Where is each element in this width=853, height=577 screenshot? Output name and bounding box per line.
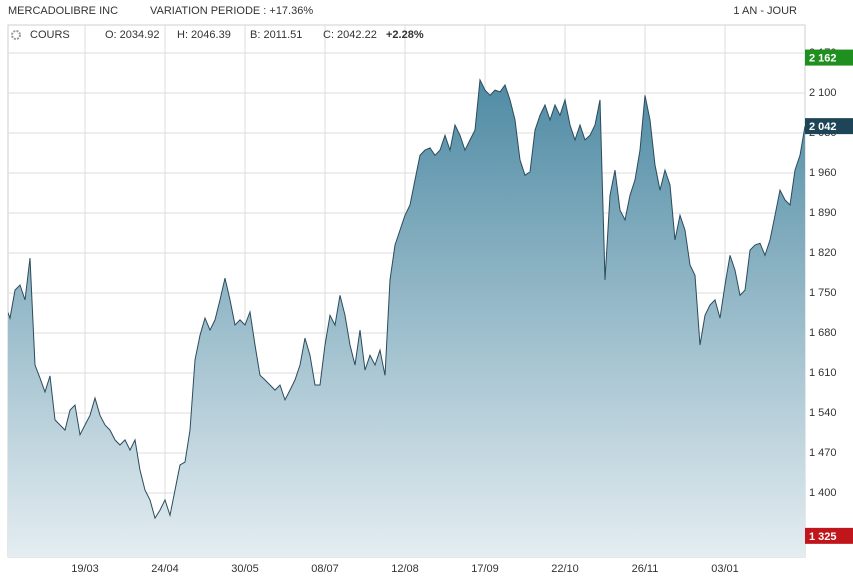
price-marker-label: 2 042 [809,121,837,133]
stat-open: O: 2034.92 [105,29,159,41]
stat-low: B: 2011.51 [250,29,302,41]
x-tick-label: 24/04 [151,563,179,575]
y-tick-label: 1 820 [809,247,837,259]
y-tick-label: 1 400 [809,487,837,499]
price-marker-label: 2 162 [809,52,837,64]
gear[interactable] [11,30,21,40]
price-marker [805,49,853,66]
y-tick-label: 1 890 [809,207,837,219]
area [8,79,805,557]
price-marker [805,527,853,544]
y-tick-label: 2 100 [809,87,837,99]
y-tick-label: 1 960 [809,167,837,179]
x-tick-label: 08/07 [311,563,339,575]
x-tick-label: 26/11 [632,563,659,575]
y-tick-label: 1 680 [809,327,837,339]
y-tick-label: 1 610 [809,367,837,379]
line [8,78,805,520]
x-tick-label: 22/10 [551,563,579,575]
stat-close: C: 2042.22 [323,29,377,41]
legend-entry: COURS [30,29,70,41]
y-tick-label: 1 540 [809,407,837,419]
gear-icon[interactable] [11,30,21,40]
chart-title: MERCADOLIBRE INC [8,5,118,17]
stat-high: H: 2046.39 [177,29,231,41]
x-tick-label: 19/03 [71,563,99,575]
price-marker-label: 1 325 [809,531,837,543]
x-tick-label: 03/01 [711,563,739,575]
chart-subtitle: VARIATION PERIODE : +17.36% [150,5,313,17]
y-tick-label: 1 750 [809,287,837,299]
y-tick-label: 1 470 [809,447,837,459]
price-marker [805,118,853,135]
stat-change: +2.28% [386,29,424,41]
x-tick-label: 30/05 [231,563,259,575]
x-tick-label: 17/09 [471,563,499,575]
x-tick-label: 12/08 [391,563,419,575]
period-button[interactable]: 1 AN - JOUR [733,5,797,17]
